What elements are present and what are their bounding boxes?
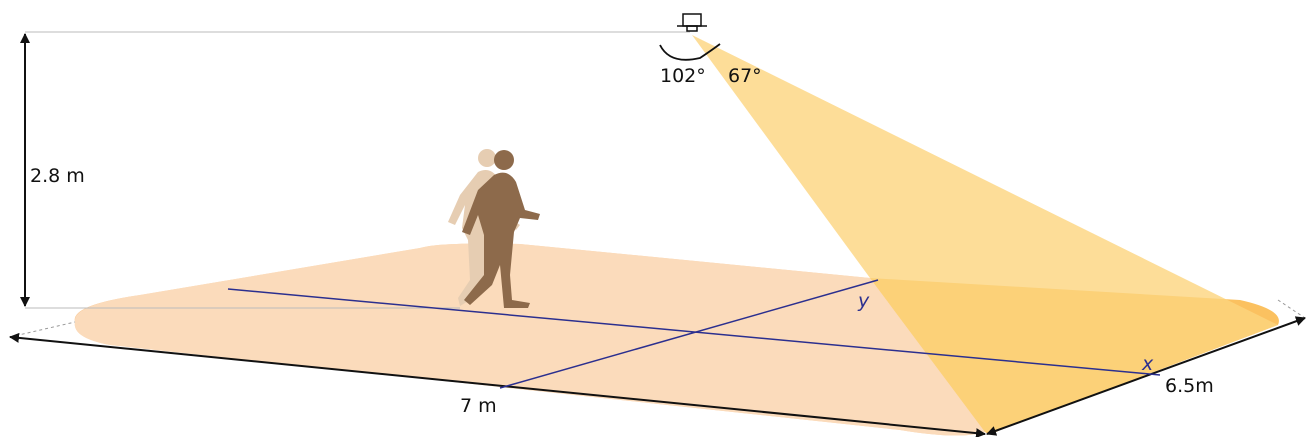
y-axis-line — [499, 279, 879, 389]
angle-label: 102° — [660, 65, 706, 87]
width-arrow — [9, 332, 986, 437]
angle-label: 67° — [728, 65, 762, 87]
depth-arrow — [986, 316, 1306, 436]
edge-dashed — [1277, 299, 1306, 319]
width-label: 7 m — [460, 395, 497, 417]
x-axis-label: x — [1141, 353, 1154, 375]
y-axis-label: y — [857, 290, 870, 312]
edge-dashed — [9, 321, 76, 338]
height-label: 2.8 m — [30, 165, 85, 187]
depth-label: 6.5m — [1165, 375, 1214, 397]
angle-arc — [659, 43, 721, 61]
sensor-icon — [677, 13, 707, 32]
person — [462, 150, 540, 308]
